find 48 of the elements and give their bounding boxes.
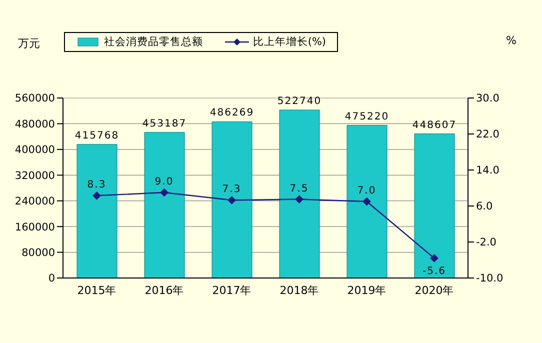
- data-label: 7.5: [290, 183, 309, 194]
- point: [228, 196, 236, 204]
- bar: [346, 125, 388, 278]
- point: [362, 198, 371, 206]
- x-tick-label: 2015年: [77, 284, 116, 297]
- data-label: 415768: [74, 130, 120, 142]
- point: [430, 254, 438, 262]
- data-label: 453187: [142, 118, 187, 130]
- bar: [414, 134, 455, 278]
- y-tick-label: 80000: [22, 247, 55, 260]
- x-tick-label: 2018年: [280, 284, 319, 297]
- data-label: 448607: [412, 120, 457, 131]
- point: [92, 192, 101, 200]
- y-tick-label: 560000: [14, 92, 55, 105]
- bar: [144, 132, 185, 278]
- bar: [212, 121, 252, 278]
- data-label: -5.6: [422, 266, 446, 278]
- point: [295, 195, 304, 204]
- y2-tick-label: -2.0: [476, 236, 496, 249]
- bar: [279, 110, 320, 278]
- legend-label: 社会消费品零售总额: [104, 35, 203, 50]
- x-tick-label: 2017年: [212, 284, 252, 297]
- point: [160, 188, 168, 196]
- legend-label: 比上年增长(%): [252, 35, 326, 50]
- bar: [76, 144, 118, 278]
- y-tick-label: 320000: [14, 170, 55, 182]
- data-label: 7.3: [222, 184, 242, 196]
- y2-tick-label: 30.0: [476, 92, 500, 105]
- y2-tick-label: 22.0: [476, 128, 500, 141]
- y-tick-label: 0: [48, 272, 55, 285]
- y2-tick-label: 6.0: [476, 200, 493, 213]
- data-label: 475220: [344, 111, 390, 122]
- y-axis-title: 万元: [18, 36, 40, 51]
- y2-tick-label: -10.0: [476, 272, 504, 285]
- data-label: 486269: [210, 108, 254, 119]
- y2-tick-label: 14.0: [476, 164, 500, 177]
- x-tick-label: 2019年: [347, 284, 386, 297]
- y-tick-label: 160000: [14, 221, 55, 234]
- y2-axis-title: %: [506, 34, 516, 47]
- data-label: 522740: [277, 96, 322, 107]
- data-label: 9.0: [154, 176, 174, 188]
- data-label: 8.3: [87, 180, 106, 191]
- y-tick-label: 240000: [14, 196, 55, 208]
- y-tick-label: 480000: [14, 118, 55, 130]
- data-label: 7.0: [357, 186, 376, 196]
- x-tick-label: 2020年: [414, 284, 454, 297]
- x-tick-label: 2016年: [144, 284, 184, 297]
- y-tick-label: 400000: [14, 144, 55, 156]
